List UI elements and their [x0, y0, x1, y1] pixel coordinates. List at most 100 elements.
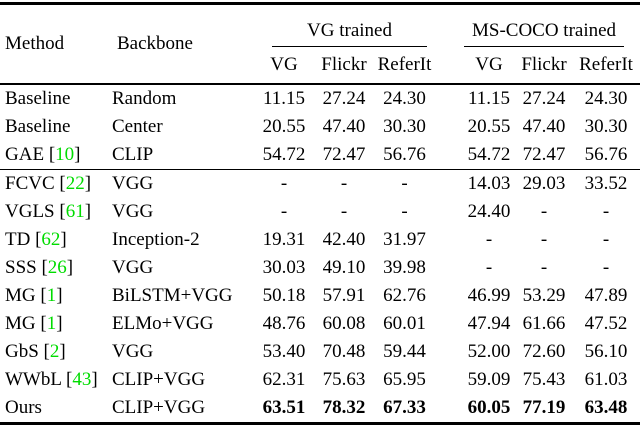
- table-body: Baseline Random 11.15 27.24 24.30 11.15 27.24 2…: [0, 84, 640, 424]
- value-cell: -: [602, 229, 610, 250]
- value-cell: 33.52: [584, 173, 628, 194]
- method-cell: Ours: [5, 397, 42, 418]
- backbone-cell: Inception-2: [112, 229, 200, 250]
- group-spacer-cell: [437, 113, 462, 141]
- value-cell: -: [340, 173, 348, 194]
- citation-ref[interactable]: 43: [72, 369, 92, 390]
- value-cell: 61.03: [584, 369, 628, 390]
- value-cell: -: [401, 201, 408, 222]
- group-spacer-cell: [437, 170, 462, 199]
- table-row: SSS [26] VGG 30.03 49.10 39.98 - - -: [0, 254, 640, 282]
- backbone-header-label: Backbone: [117, 33, 193, 54]
- group-spacer-cell: [437, 366, 462, 394]
- citation-ref[interactable]: 22: [65, 173, 85, 194]
- value-cell: 65.95: [383, 369, 426, 390]
- value-cell: 75.63: [322, 369, 366, 390]
- group-spacer-cell: [437, 282, 462, 310]
- value-cell: 77.19: [522, 397, 566, 418]
- citation-ref[interactable]: 26: [47, 257, 67, 278]
- method-cell: WWbL [43]: [5, 369, 98, 390]
- value-cell: 11.15: [467, 88, 511, 109]
- value-cell: 57.91: [322, 285, 366, 306]
- value-cell: 48.76: [262, 313, 306, 334]
- method-header-label: Method: [5, 33, 65, 54]
- column-spacer: [437, 4, 462, 85]
- subcol-vg-trained-vg: VG: [270, 54, 298, 75]
- header-subcols-row: VG Flickr ReferIt VG Flickr ReferIt: [0, 47, 640, 84]
- value-cell: -: [540, 201, 548, 222]
- value-cell: 47.89: [584, 285, 628, 306]
- value-cell: 72.60: [522, 341, 566, 362]
- table-row: MG [1] ELMo+VGG 48.76 60.08 60.01 47.94 61.66 4…: [0, 310, 640, 338]
- value-cell: 54.72: [262, 144, 306, 165]
- value-cell: -: [485, 229, 493, 250]
- value-cell: -: [485, 257, 493, 278]
- group-spacer-cell: [437, 141, 462, 170]
- table-row: GbS [2] VGG 53.40 70.48 59.44 52.00 72.60 56.10: [0, 338, 640, 366]
- method-cell: MG [1]: [5, 313, 63, 334]
- value-cell: 60.05: [467, 397, 511, 418]
- value-cell: 61.66: [522, 313, 566, 334]
- group-spacer-cell: [437, 394, 462, 424]
- value-cell: 27.24: [522, 88, 566, 109]
- method-cell: Baseline: [5, 88, 71, 109]
- backbone-cell: VGG: [112, 173, 154, 194]
- value-cell: -: [340, 201, 348, 222]
- group-spacer-cell: [437, 198, 462, 226]
- backbone-cell: ELMo+VGG: [112, 313, 214, 334]
- table-row: GAE [10] CLIP 54.72 72.47 56.76 54.72 72.47 56.…: [0, 141, 640, 170]
- value-cell: 52.00: [467, 341, 511, 362]
- table-row: Ours CLIP+VGG 63.51 78.32 67.33 60.05 77.19 63.…: [0, 394, 640, 424]
- citation-ref[interactable]: 10: [55, 144, 75, 165]
- value-cell: -: [401, 173, 408, 194]
- value-cell: 59.44: [383, 341, 426, 362]
- value-cell: 49.10: [322, 257, 366, 278]
- value-cell: 39.98: [383, 257, 426, 278]
- value-cell: 30.30: [383, 116, 426, 137]
- value-cell: 50.18: [262, 285, 306, 306]
- value-cell: 72.47: [322, 144, 366, 165]
- value-cell: 19.31: [262, 229, 306, 250]
- value-cell: 30.30: [584, 116, 628, 137]
- value-cell: -: [280, 173, 288, 194]
- citation-ref[interactable]: 1: [46, 313, 57, 334]
- value-cell: 78.32: [322, 397, 366, 418]
- column-header-method: Method: [0, 4, 112, 85]
- citation-ref[interactable]: 62: [41, 229, 61, 250]
- value-cell: 47.40: [322, 116, 366, 137]
- value-cell: -: [540, 257, 548, 278]
- subcol-vg-trained-flickr: Flickr: [321, 54, 367, 75]
- value-cell: 30.03: [262, 257, 306, 278]
- value-cell: 62.31: [262, 369, 306, 390]
- column-header-backbone: Backbone: [112, 4, 252, 85]
- value-cell: 59.09: [467, 369, 511, 390]
- group-spacer-cell: [437, 84, 462, 113]
- group-spacer-cell: [437, 338, 462, 366]
- value-cell: 56.76: [584, 144, 628, 165]
- table-row: Baseline Center 20.55 47.40 30.30 20.55 47.40 3…: [0, 113, 640, 141]
- value-cell: -: [602, 257, 610, 278]
- value-cell: -: [540, 229, 548, 250]
- table-row: VGLS [61] VGG - - - 24.40 - -: [0, 198, 640, 226]
- vg-trained-group-rule: VG trained: [272, 18, 428, 47]
- citation-ref[interactable]: 1: [46, 285, 57, 306]
- table-header: Method Backbone VG trained MS-COCO train…: [0, 4, 640, 85]
- value-cell: 53.29: [522, 285, 566, 306]
- subcol-mscoco-trained-vg: VG: [475, 54, 503, 75]
- value-cell: 47.94: [467, 313, 511, 334]
- backbone-cell: VGG: [112, 257, 154, 278]
- value-cell: 31.97: [383, 229, 426, 250]
- value-cell: 63.51: [262, 397, 306, 418]
- table-row: Baseline Random 11.15 27.24 24.30 11.15 27.24 2…: [0, 84, 640, 113]
- value-cell: 75.43: [522, 369, 566, 390]
- citation-ref[interactable]: 61: [65, 201, 85, 222]
- value-cell: 60.01: [383, 313, 426, 334]
- column-group-vg-trained: VG trained: [252, 4, 437, 47]
- value-cell: 47.52: [584, 313, 628, 334]
- method-cell: TD [62]: [5, 229, 67, 250]
- citation-ref[interactable]: 2: [49, 341, 60, 362]
- value-cell: 67.33: [383, 397, 426, 418]
- value-cell: 54.72: [467, 144, 511, 165]
- method-cell: GbS [2]: [5, 341, 66, 362]
